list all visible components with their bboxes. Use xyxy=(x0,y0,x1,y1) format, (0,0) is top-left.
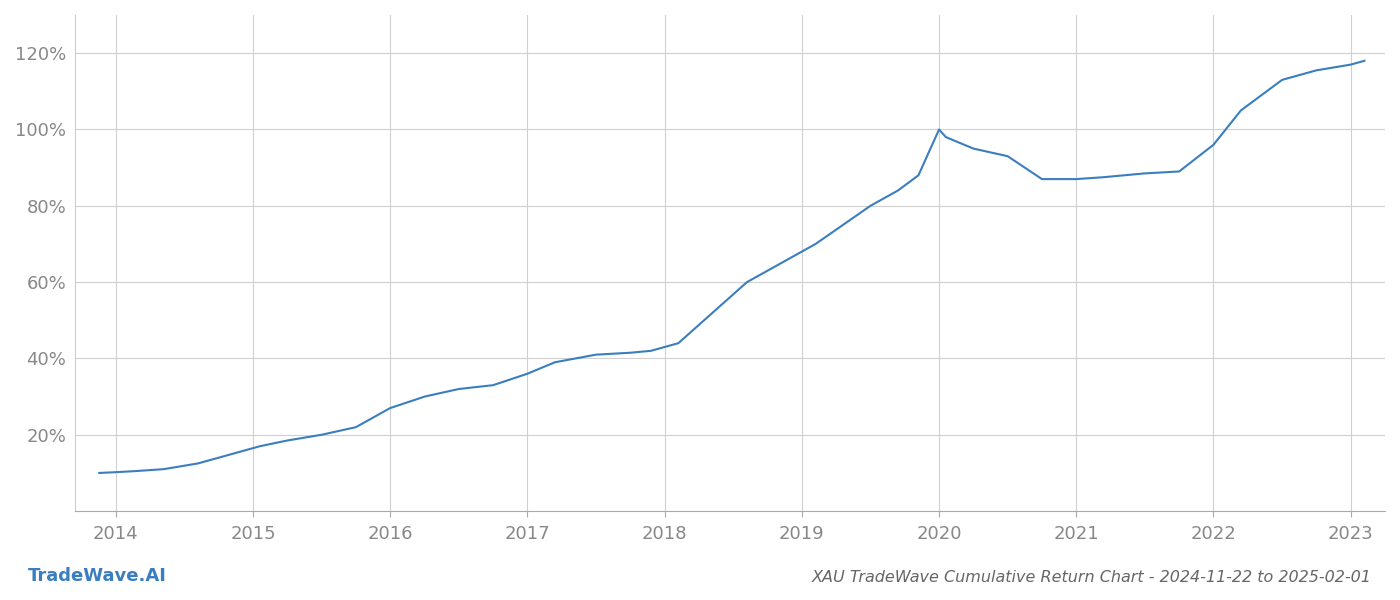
Text: TradeWave.AI: TradeWave.AI xyxy=(28,567,167,585)
Text: XAU TradeWave Cumulative Return Chart - 2024-11-22 to 2025-02-01: XAU TradeWave Cumulative Return Chart - … xyxy=(812,570,1372,585)
